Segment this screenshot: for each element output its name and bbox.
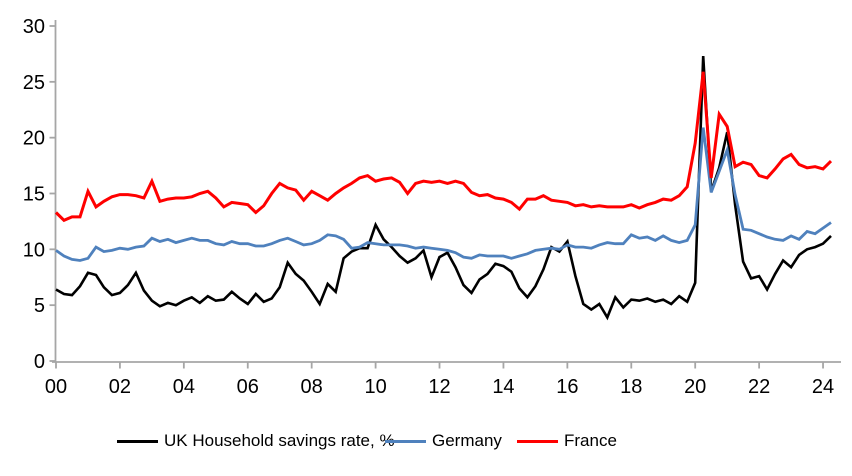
y-axis-tick-label: 15	[23, 183, 45, 205]
series-line-france	[54, 71, 833, 223]
legend: UK Household savings rate, % Germany Fra…	[0, 428, 852, 454]
x-axis-tick-label: 22	[748, 376, 770, 398]
legend-line-germany-icon	[385, 439, 426, 443]
x-axis-tick-label: 12	[428, 376, 450, 398]
legend-item-france: France	[517, 428, 617, 454]
x-axis-tick-label: 18	[620, 376, 642, 398]
y-axis-tick-label: 20	[23, 128, 45, 150]
legend-label-germany: Germany	[432, 431, 502, 450]
y-axis-tick-label: 5	[34, 295, 45, 317]
legend-line-france-icon	[517, 439, 558, 443]
legend-item-germany: Germany	[385, 428, 502, 454]
x-axis-tick-label: 08	[301, 376, 323, 398]
x-axis-tick-label: 04	[173, 376, 195, 398]
legend-label-uk: UK Household savings rate, %	[164, 431, 395, 450]
series-line-germany	[55, 127, 832, 262]
x-axis-tick-label: 10	[364, 376, 386, 398]
x-axis-tick-label: 16	[556, 376, 578, 398]
y-axis-tick-label: 25	[23, 72, 45, 94]
legend-item-uk: UK Household savings rate, %	[117, 428, 395, 454]
x-axis-tick-label: 06	[237, 376, 259, 398]
y-axis-tick-label: 0	[34, 351, 45, 373]
y-axis-tick-label: 30	[23, 16, 45, 38]
x-axis-tick-label: 24	[812, 376, 834, 398]
x-axis-tick-label: 14	[492, 376, 514, 398]
x-axis-tick-label: 00	[45, 376, 67, 398]
legend-line-uk-icon	[117, 439, 158, 443]
x-axis-tick-label: 02	[109, 376, 131, 398]
y-axis-tick-label: 10	[23, 239, 45, 261]
x-axis-tick-label: 20	[684, 376, 706, 398]
legend-label-france: France	[564, 431, 617, 450]
